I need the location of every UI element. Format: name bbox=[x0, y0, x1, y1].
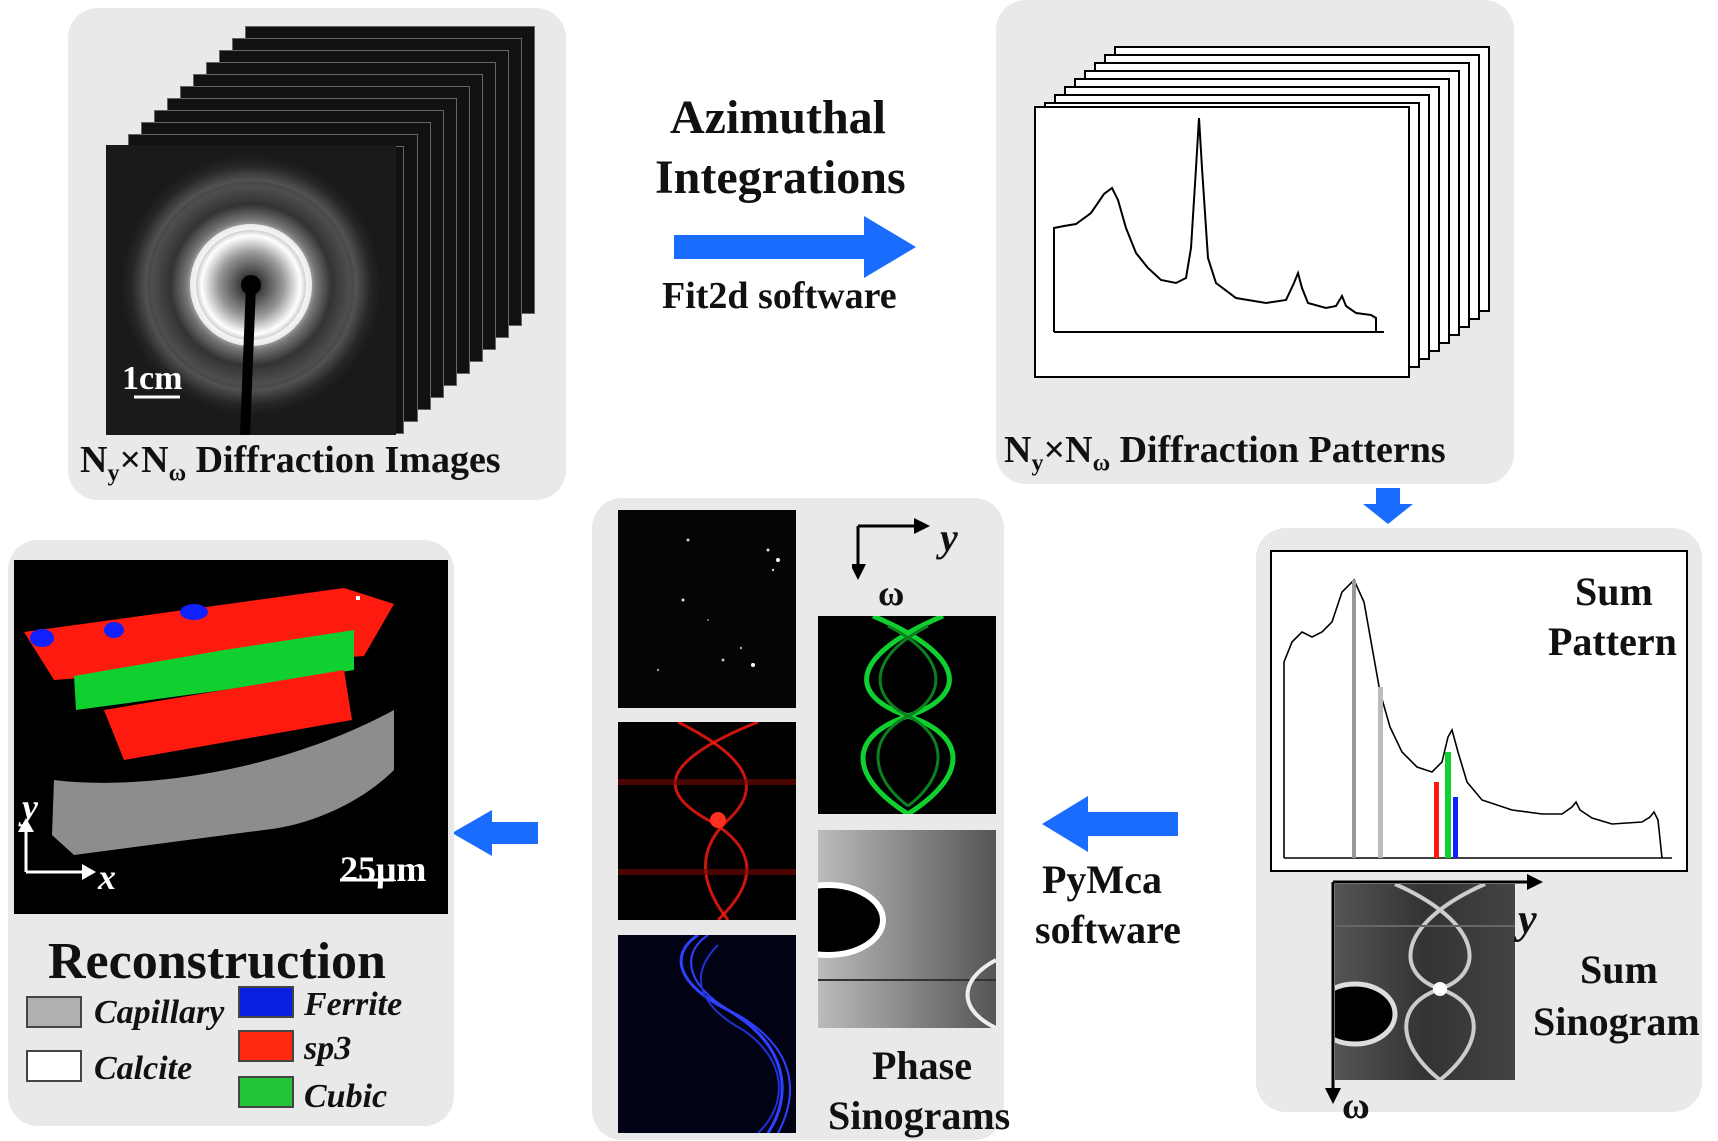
legend-label-ferrite: Ferrite bbox=[304, 986, 403, 1023]
pymca-label-line2: software bbox=[1035, 907, 1181, 952]
phase-sinogram-blue bbox=[618, 935, 796, 1133]
diffraction-images-caption: Ny×Nω Diffraction Images bbox=[80, 439, 501, 487]
left-arrow-icon bbox=[452, 810, 538, 856]
reconstruction-title: Reconstruction bbox=[48, 933, 386, 990]
sum-pattern-label-line2: Pattern bbox=[1548, 619, 1677, 664]
diffraction-image-stack bbox=[100, 20, 540, 440]
legend-swatch-sp3 bbox=[238, 1030, 294, 1062]
left-arrow-icon bbox=[1042, 796, 1178, 852]
phase-sinograms-caption-line1: Phase bbox=[872, 1043, 972, 1088]
sum-pattern-plot bbox=[1283, 578, 1672, 859]
pymca-label-line1: PyMca bbox=[1042, 857, 1162, 902]
legend-label-capillary: Capillary bbox=[94, 994, 225, 1031]
diffraction-image-front bbox=[106, 145, 396, 435]
diffraction-patterns-caption: Ny×Nω Diffraction Patterns bbox=[1004, 429, 1446, 477]
sum-sinogram-axis-y: y bbox=[1518, 897, 1537, 943]
sum-sinogram-axis-omega: ω bbox=[1342, 1085, 1370, 1127]
legend-swatch-capillary bbox=[26, 996, 82, 1028]
sum-sinogram-label-line2: Sinogram bbox=[1533, 999, 1700, 1044]
azimuthal-title-line2: Integrations bbox=[655, 151, 906, 204]
diffraction-pattern-front bbox=[1034, 106, 1410, 378]
legend-label-sp3: sp3 bbox=[304, 1030, 352, 1067]
legend-swatch-cubic bbox=[238, 1076, 294, 1108]
legend-swatch-ferrite bbox=[238, 986, 294, 1018]
fit2d-software-label: Fit2d software bbox=[662, 275, 897, 317]
phase-sinogram-white bbox=[818, 830, 996, 1028]
diffraction-pattern-stack bbox=[1030, 44, 1500, 384]
down-arrow-icon bbox=[1363, 488, 1413, 524]
sum-sinogram-axes bbox=[1325, 874, 1543, 1104]
reconstruction-scale-bar: 25μm bbox=[340, 849, 427, 889]
reconstruction-image bbox=[14, 560, 448, 914]
phase-sinogram-axes bbox=[852, 518, 930, 580]
sum-sinogram-label-line1: Sum bbox=[1580, 947, 1658, 992]
phase-axis-y: y bbox=[940, 515, 958, 560]
phase-sinogram-green bbox=[818, 616, 996, 814]
diffraction-rings bbox=[121, 155, 381, 435]
phase-sinogram-red bbox=[618, 722, 796, 920]
sum-sinogram-image bbox=[1335, 884, 1515, 1080]
legend-label-calcite: Calcite bbox=[94, 1050, 193, 1087]
phase-sinograms-caption-line2: Sinograms bbox=[828, 1093, 1011, 1138]
reconstruction-axis-x: x bbox=[98, 857, 116, 897]
legend-swatch-calcite bbox=[26, 1050, 82, 1082]
azimuthal-title-line1: Azimuthal bbox=[670, 91, 886, 144]
diffraction-pattern-plot bbox=[1053, 117, 1384, 333]
right-arrow-icon bbox=[674, 216, 916, 278]
legend-label-cubic: Cubic bbox=[304, 1078, 388, 1115]
phase-axis-omega: ω bbox=[878, 573, 905, 613]
sum-pattern-frame bbox=[1270, 550, 1688, 872]
scale-bar-1cm: 1cm bbox=[122, 360, 183, 397]
reconstruction-axis-y: y bbox=[22, 787, 38, 827]
sum-pattern-label-line1: Sum bbox=[1575, 569, 1653, 614]
phase-sinogram-white-spots bbox=[618, 510, 796, 708]
